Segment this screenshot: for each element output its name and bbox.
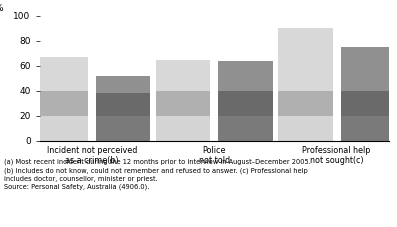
Bar <box>156 59 210 91</box>
Bar <box>218 116 273 141</box>
Bar <box>96 93 150 116</box>
Bar <box>96 76 150 93</box>
Bar <box>341 116 395 141</box>
Bar <box>156 91 210 116</box>
Bar <box>96 116 150 141</box>
Bar <box>156 116 210 141</box>
Bar <box>34 91 88 116</box>
Bar <box>34 57 88 91</box>
Text: %: % <box>0 4 3 13</box>
Bar <box>341 47 395 91</box>
Text: (a) Most recent incident during the 12 months prior to interview in August–Decem: (a) Most recent incident during the 12 m… <box>4 159 311 190</box>
Bar <box>341 91 395 116</box>
Bar <box>278 116 333 141</box>
Bar <box>218 91 273 116</box>
Bar <box>218 61 273 91</box>
Bar <box>34 116 88 141</box>
Bar <box>278 91 333 116</box>
Bar <box>278 28 333 91</box>
